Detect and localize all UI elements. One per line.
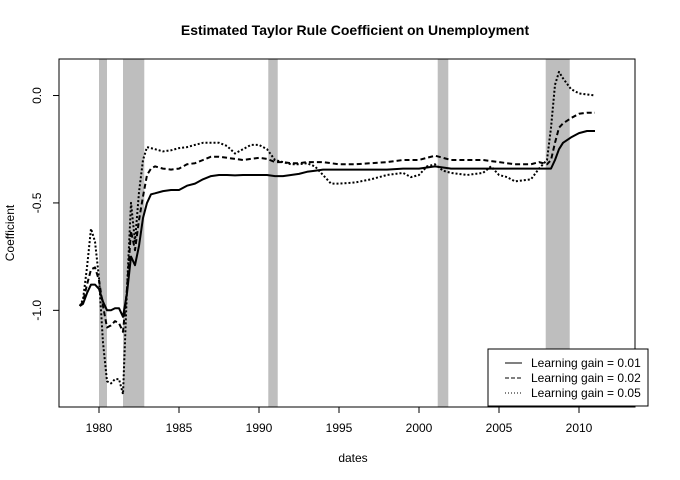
x-tick-label: 1980	[86, 421, 113, 435]
legend-label-3: Learning gain = 0.05	[531, 386, 641, 400]
x-tick-label: 2005	[486, 421, 513, 435]
y-tick-label: -1.0	[30, 300, 44, 321]
y-axis: 0.0 -0.5 -1.0	[30, 87, 59, 321]
x-tick-label: 1995	[326, 421, 353, 435]
x-tick-label: 2000	[406, 421, 433, 435]
series-line-1	[79, 130, 595, 318]
y-tick-label: -0.5	[30, 192, 44, 213]
x-tick-label: 2010	[566, 421, 593, 435]
series-line-2	[78, 111, 595, 333]
recession-band-1	[99, 59, 107, 407]
series-layer	[78, 70, 596, 396]
recession-band-2	[123, 59, 145, 407]
x-axis: 1980 1985 1990 1995 2000 2005 2010	[86, 407, 593, 435]
x-tick-label: 1985	[166, 421, 193, 435]
x-tick-label: 1990	[246, 421, 273, 435]
plot-frame	[58, 58, 636, 408]
series-line-3	[78, 70, 596, 396]
x-axis-label: dates	[338, 451, 367, 465]
legend-label-1: Learning gain = 0.01	[531, 356, 641, 370]
y-axis-label: Coefficient	[3, 204, 17, 261]
recession-band-3	[268, 59, 278, 407]
chart-title: Estimated Taylor Rule Coefficient on Une…	[181, 22, 530, 38]
y-tick-label: 0.0	[30, 87, 44, 104]
recession-band-4	[437, 59, 449, 407]
legend-label-2: Learning gain = 0.02	[531, 371, 641, 385]
